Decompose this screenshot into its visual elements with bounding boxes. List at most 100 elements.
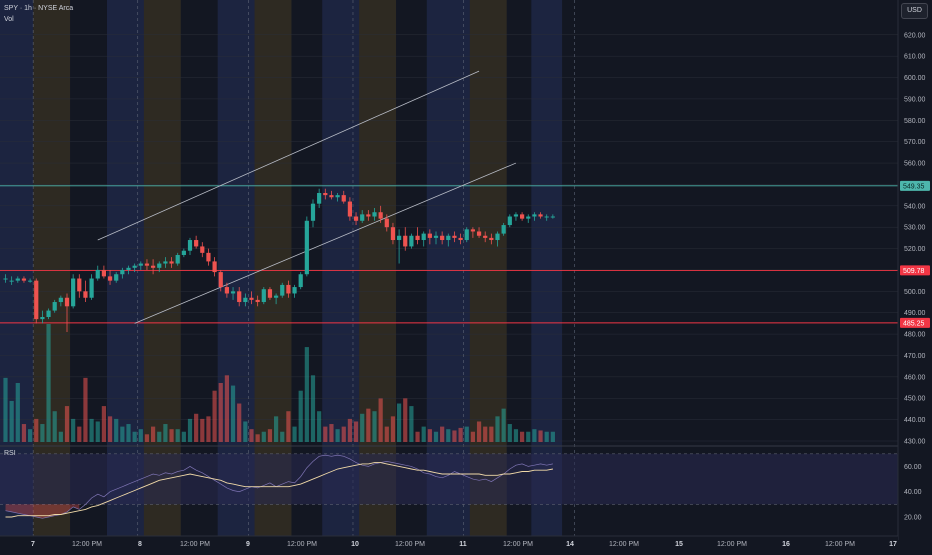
volume-bar [77,426,82,442]
volume-bar [544,431,549,442]
candle-body [470,229,475,232]
candle-body [95,269,100,279]
volume-bar [89,418,94,442]
candle-body [187,240,193,251]
volume-label: Vol [4,16,14,23]
volume-bar [64,406,70,442]
volume-bar [390,416,396,442]
candle-body [58,297,63,303]
channel-line [97,70,480,241]
candle-body [200,246,205,253]
candle-body [40,316,45,320]
volume-bar [384,426,389,442]
candle-body [169,261,174,264]
candle-body [329,195,334,198]
time-tick-label: 10 [351,541,359,548]
candle-body [206,252,211,262]
candle-body [520,214,525,219]
volume-bar [286,411,291,442]
horizontal-levels [0,185,898,324]
price-tick-label: 600.00 [904,75,926,82]
candle-body [212,261,217,273]
time-tick-label: 12:00 PM [287,541,317,548]
rsi-tick-label: 40.00 [904,489,922,496]
price-tick-label: 480.00 [904,332,926,339]
level-badge-label: 485.25 [903,320,925,327]
volume-bar [52,411,57,442]
candle-body [476,231,482,236]
time-tick-label: 12:00 PM [503,541,533,548]
candle-body [120,269,125,275]
symbol-title: SPY · 1h · NYSE Arca [4,5,74,12]
candle-body [138,263,143,266]
candle-body [317,192,322,204]
volume-bar [46,324,51,442]
candle-body [366,214,371,217]
candle-body [230,291,236,294]
volume-bar [433,431,439,442]
volume-bar [40,424,45,442]
volume-bar [360,413,365,442]
volume-bar [317,411,322,442]
volume-bar [372,411,377,442]
time-tick-label: 12:00 PM [72,541,102,548]
candle-body [34,280,39,320]
candle-body [243,297,248,303]
volume-bar [101,406,106,442]
candle-body [495,233,500,241]
candle-body [526,216,531,219]
volume-bar [28,429,33,442]
price-tick-label: 460.00 [904,374,926,381]
candle-body [384,218,389,228]
volume-bar [107,416,113,442]
volume-bar [470,431,475,442]
volume-bar [427,429,432,442]
time-tick-label: 16 [782,541,790,548]
candle-body [267,289,273,298]
volume-bar [95,421,100,442]
volume-bar [243,421,248,442]
volume-bar [353,421,359,442]
candle-body [71,278,76,307]
price-tick-label: 470.00 [904,353,926,360]
volume-bar [329,424,334,442]
candle-body [538,214,543,217]
volume-bar [489,426,494,442]
candle-body [28,280,33,282]
candle-body [378,212,383,219]
candle-body [532,214,537,217]
candle-body [181,250,186,255]
volume-bar [446,429,451,442]
volume-bar [194,413,199,442]
volume-bar [501,408,506,442]
time-axis: 7 12:00 PM 8 12:00 PM 9 12:00 PM 10 12:00 PM 11 1… [0,535,898,550]
candle-body [157,263,162,268]
level-badge-label: 549.35 [903,183,925,190]
candle-body [3,278,8,280]
price-tick-label: 620.00 [904,32,926,39]
volume-bar [550,431,555,442]
candle-body [298,274,303,288]
currency-button[interactable]: USD [901,3,928,19]
volume-bar [280,431,285,442]
volume-bar [409,406,414,442]
price-tick-label: 440.00 [904,417,926,424]
rsi-ma-line [5,462,553,518]
candle-body [341,195,346,202]
volume-bar [513,429,519,442]
candle-body [335,195,340,198]
volume-bar [163,424,168,442]
volume-bar [403,398,408,442]
candle-body [107,276,113,281]
candle-body [218,272,223,288]
price-tick-label: 500.00 [904,289,926,296]
candle-body [64,297,70,307]
candle-body [46,310,51,317]
volume-bar [169,429,174,442]
volume-bar [415,431,420,442]
candle-body [310,203,316,221]
volume-bar [157,431,162,442]
volume-bar [126,424,131,442]
volume-bar [476,421,482,442]
